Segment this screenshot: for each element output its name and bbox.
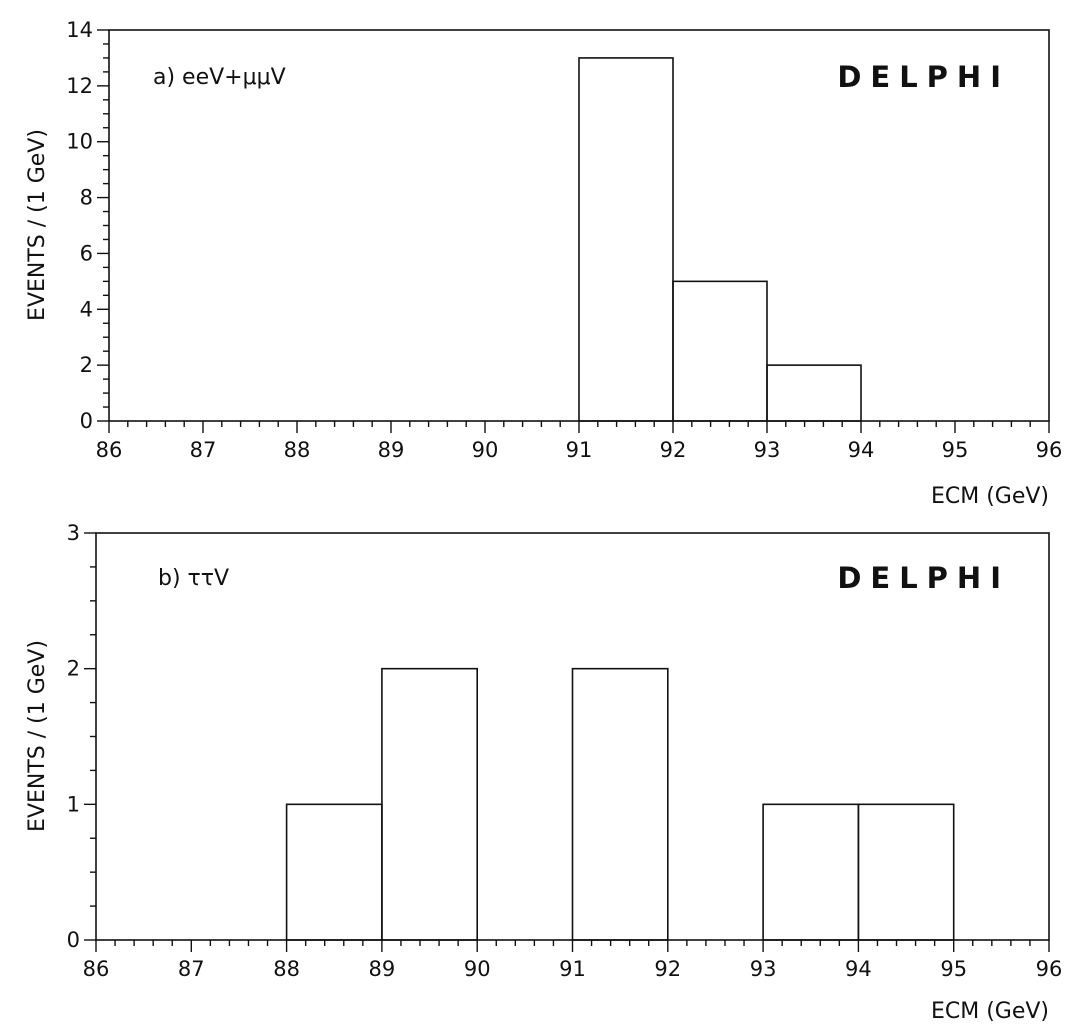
x-tick-label: 91 [566, 438, 593, 462]
panel-a: 86 87 88 89 90 91 92 93 94 95 96 0 2 4 6 8 10 12 14 a) eeV… [25, 18, 1062, 509]
x-tick-label: 93 [754, 438, 781, 462]
y-tick-label: 12 [66, 74, 93, 98]
y-tick-label: 2 [80, 353, 93, 377]
panel-b: 86 87 88 89 90 91 92 93 94 95 96 0 1 2 3 b) ττV DELPHI… [25, 521, 1062, 1024]
x-tick-label: 96 [1036, 957, 1063, 981]
panel-a-histogram-bin [578, 57, 674, 422]
x-tick-label: 89 [378, 438, 405, 462]
y-tick-label: 10 [66, 130, 93, 154]
y-tick-label: 1 [67, 792, 80, 816]
panel-a-x-axis-title: ECM (GeV) [931, 484, 1049, 509]
x-tick-label: 89 [369, 957, 396, 981]
x-tick-label: 92 [654, 957, 681, 981]
panel-b-histogram-bin [762, 803, 860, 941]
x-tick-label: 90 [464, 957, 491, 981]
x-tick-label: 96 [1036, 438, 1063, 462]
panel-b-histogram-bin [381, 667, 478, 941]
y-tick-label: 0 [67, 928, 80, 952]
x-tick-label: 93 [750, 957, 777, 981]
x-tick-label: 94 [848, 438, 875, 462]
y-tick-label: 2 [67, 657, 80, 681]
panel-b-label: b) ττV [158, 566, 229, 591]
panel-a-histogram-bin [766, 364, 862, 422]
x-tick-label: 95 [940, 957, 967, 981]
panel-a-y-axis-title: EVENTS / (1 GeV) [25, 129, 50, 321]
panel-a-histogram-bin [672, 280, 768, 422]
panel-b-y-axis-title: EVENTS / (1 GeV) [25, 640, 50, 832]
panel-b-histogram-bin [571, 667, 669, 941]
x-tick-label: 86 [83, 957, 110, 981]
y-tick-label: 8 [80, 186, 93, 210]
panel-b-histogram-bin [857, 803, 955, 941]
x-tick-label: 88 [273, 957, 300, 981]
panel-b-experiment-label: DELPHI [837, 561, 1010, 595]
y-tick-label: 3 [67, 521, 80, 545]
y-tick-label: 14 [66, 18, 93, 42]
panel-a-experiment-label: DELPHI [837, 60, 1010, 94]
x-tick-label: 86 [96, 438, 123, 462]
x-tick-label: 91 [559, 957, 586, 981]
y-tick-label: 4 [80, 297, 93, 321]
panel-a-label: a) eeV+μμV [153, 65, 286, 90]
panel-b-histogram-bin [285, 803, 383, 941]
x-tick-label: 94 [845, 957, 872, 981]
x-tick-label: 90 [472, 438, 499, 462]
panel-a-plot-area: 86 87 88 89 90 91 92 93 94 95 96 0 2 4 6 8 10 12 14 [66, 18, 1062, 462]
x-tick-label: 95 [942, 438, 969, 462]
x-tick-label: 92 [660, 438, 687, 462]
y-tick-label: 6 [80, 241, 93, 265]
y-tick-label: 0 [80, 409, 93, 433]
panel-b-x-axis-title: ECM (GeV) [931, 999, 1049, 1024]
panel-b-plot-area: 86 87 88 89 90 91 92 93 94 95 96 0 1 2 3 [67, 521, 1063, 981]
x-tick-label: 87 [190, 438, 217, 462]
x-tick-label: 87 [178, 957, 205, 981]
x-tick-label: 88 [284, 438, 311, 462]
